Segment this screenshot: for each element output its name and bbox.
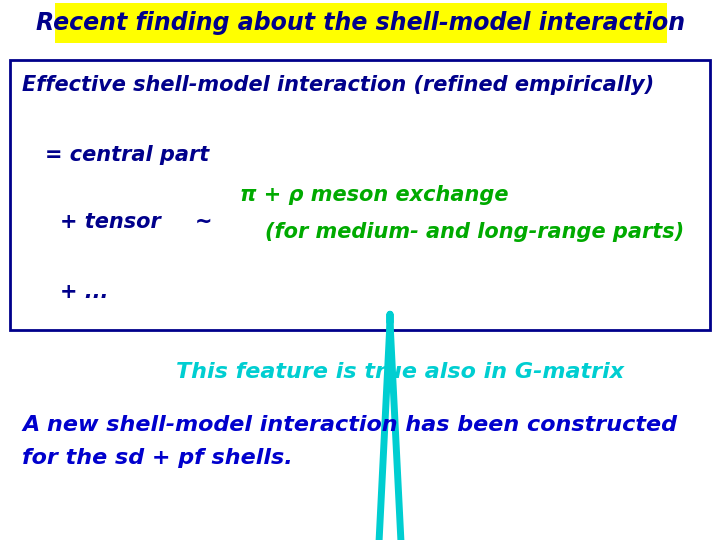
Text: + ...: + ...: [60, 282, 109, 302]
FancyBboxPatch shape: [10, 60, 710, 330]
Text: Effective shell-model interaction (refined empirically): Effective shell-model interaction (refin…: [22, 75, 654, 95]
Text: Recent finding about the shell-model interaction: Recent finding about the shell-model int…: [37, 11, 685, 35]
FancyBboxPatch shape: [55, 3, 667, 43]
Text: = central part: = central part: [45, 145, 210, 165]
Text: ~: ~: [195, 212, 212, 232]
Text: A new shell-model interaction has been constructed: A new shell-model interaction has been c…: [22, 415, 677, 435]
Text: + tensor: + tensor: [60, 212, 161, 232]
Text: for the sd + pf shells.: for the sd + pf shells.: [22, 448, 293, 468]
Text: (for medium- and long-range parts): (for medium- and long-range parts): [265, 222, 684, 242]
Text: π + ρ meson exchange: π + ρ meson exchange: [240, 185, 508, 205]
Text: This feature is true also in G-matrix: This feature is true also in G-matrix: [176, 362, 624, 382]
